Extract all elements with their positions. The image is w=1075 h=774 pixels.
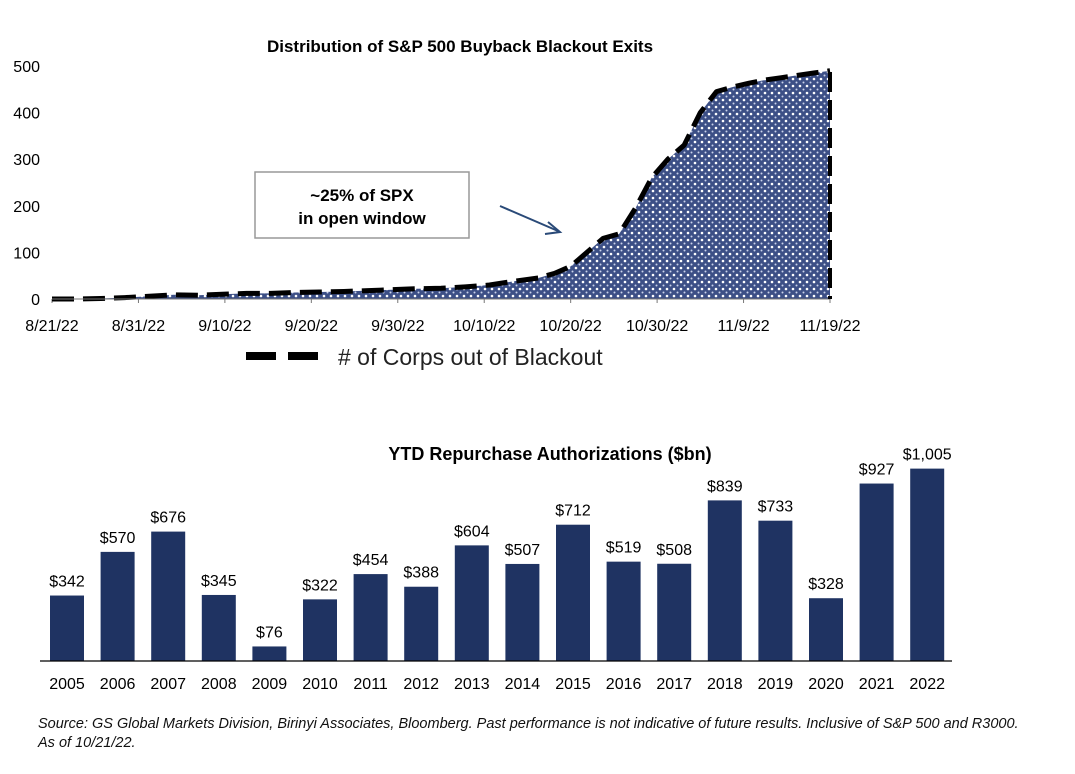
bar [50, 595, 84, 661]
x-category-label: 2013 [454, 676, 490, 693]
bar-value-label: $733 [758, 499, 794, 516]
bar-value-label: $712 [555, 503, 591, 520]
bar [758, 520, 793, 661]
x-category-label: 2017 [656, 676, 692, 693]
bar-value-label: $519 [606, 540, 642, 557]
x-tick-label: 10/20/22 [540, 318, 602, 335]
x-tick-label: 10/30/22 [626, 318, 688, 335]
y-tick-label: 500 [13, 59, 40, 76]
bar [353, 574, 388, 661]
chart1-title: Distribution of S&P 500 Buyback Blackout… [267, 37, 653, 56]
x-category-label: 2005 [49, 676, 85, 693]
x-category-label: 2007 [150, 676, 186, 693]
callout-line-1: ~25% of SPX [310, 186, 414, 205]
bar-value-label: $570 [100, 530, 136, 547]
x-tick-label: 9/20/22 [285, 318, 338, 335]
bar-value-label: $454 [353, 552, 389, 569]
legend: # of Corps out of Blackout [246, 344, 603, 370]
x-tick-label: 8/31/22 [112, 318, 165, 335]
bar [151, 531, 186, 661]
bar-value-label: $604 [454, 523, 490, 540]
x-category-label: 2009 [252, 676, 288, 693]
x-category-label: 2020 [808, 676, 844, 693]
x-category-label: 2012 [403, 676, 439, 693]
bar-value-label: $345 [201, 573, 237, 590]
x-category-label: 2019 [758, 676, 794, 693]
y-tick-label: 0 [31, 292, 40, 309]
x-category-label: 2021 [859, 676, 895, 693]
bar [201, 594, 236, 661]
bar [303, 599, 337, 661]
y-tick-label: 200 [13, 199, 40, 216]
bar-value-label: $508 [656, 542, 692, 559]
x-category-label: 2010 [302, 676, 338, 693]
bar-value-label: $322 [302, 577, 338, 594]
x-category-label: 2022 [909, 676, 945, 693]
x-category-label: 2015 [555, 676, 591, 693]
y-tick-label: 400 [13, 106, 40, 123]
bar [100, 551, 135, 661]
bar [809, 598, 843, 661]
x-tick-label: 8/21/22 [25, 318, 78, 335]
x-category-label: 2006 [100, 676, 136, 693]
bar-value-label: $839 [707, 478, 743, 495]
bar-value-label: $927 [859, 462, 895, 479]
legend-label: # of Corps out of Blackout [338, 344, 603, 370]
x-tick-label: 9/10/22 [198, 318, 251, 335]
bar [910, 468, 945, 661]
bar [707, 500, 742, 661]
x-category-label: 2016 [606, 676, 642, 693]
blackout-exits-chart: Distribution of S&P 500 Buyback Blackout… [13, 37, 860, 370]
callout-arrowhead [544, 221, 563, 235]
bar [505, 563, 540, 661]
x-category-label: 2011 [353, 676, 388, 693]
repurchase-authorizations-chart: YTD Repurchase Authorizations ($bn) $342… [40, 444, 952, 693]
x-tick-label: 11/9/22 [717, 318, 769, 335]
bar-value-label: $388 [403, 565, 439, 582]
bar [404, 586, 439, 661]
bar-value-label: $676 [150, 510, 186, 527]
bar [556, 524, 590, 661]
source-note: Source: GS Global Markets Division, Biri… [38, 716, 1019, 751]
callout-box: ~25% of SPX in open window [254, 171, 470, 239]
bar-value-label: $342 [49, 574, 85, 591]
bar-value-label: $1,005 [903, 447, 952, 464]
x-category-label: 2008 [201, 676, 237, 693]
callout-arrow [499, 205, 559, 232]
bar-value-label: $76 [256, 624, 283, 641]
bar-value-label: $507 [505, 542, 541, 559]
bar [657, 563, 692, 661]
bar [454, 545, 489, 661]
bar-value-label: $328 [808, 576, 844, 593]
chart2-title: YTD Repurchase Authorizations ($bn) [388, 444, 711, 464]
x-tick-label: 11/19/22 [799, 318, 860, 335]
y-tick-label: 100 [13, 245, 40, 262]
bar [252, 646, 287, 661]
bar [859, 483, 894, 661]
x-category-label: 2014 [505, 676, 541, 693]
x-tick-label: 10/10/22 [453, 318, 515, 335]
bar [606, 561, 641, 661]
x-tick-label: 9/30/22 [371, 318, 424, 335]
callout-line-2: in open window [298, 209, 426, 228]
x-category-label: 2018 [707, 676, 743, 693]
y-tick-label: 300 [13, 152, 40, 169]
blackout-exits-area [52, 70, 830, 299]
